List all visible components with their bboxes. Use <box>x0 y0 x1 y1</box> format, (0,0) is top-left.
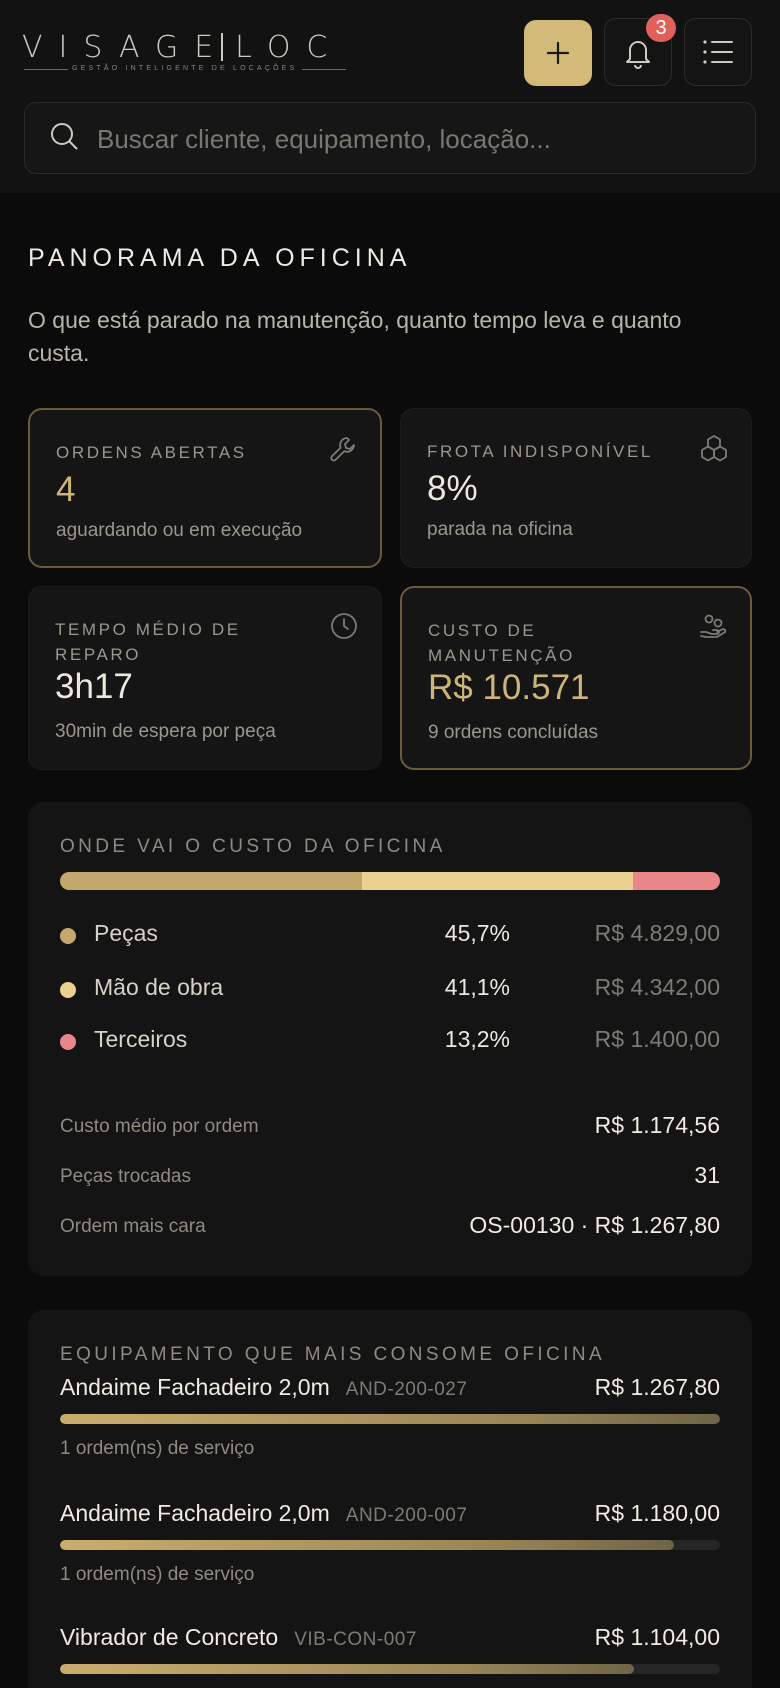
equipment-name: Andaime Fachadeiro 2,0m <box>60 1374 330 1400</box>
logo-tagline: GESTÃO INTELIGENTE DE LOCAÇÕES <box>24 65 345 72</box>
cost-segment-mao-de-obra <box>361 872 633 890</box>
kpi-fleet-unavailable[interactable]: FROTA INDISPONÍVEL 8% parada na oficina <box>400 408 752 568</box>
equipment-name: Vibrador de Concreto <box>60 1624 279 1650</box>
wrench-icon <box>330 437 355 462</box>
equipment-name-line: Andaime Fachadeiro 2,0m AND-200-027 <box>60 1374 467 1401</box>
search-box[interactable] <box>24 102 756 174</box>
equipment-code: AND-200-027 <box>345 1379 468 1400</box>
legend-value: R$ 4.342,00 <box>594 974 720 1000</box>
stat-most-expensive-order[interactable]: Ordem mais cara OS-00130 · R$ 1.267,80 <box>60 1212 720 1242</box>
list-menu-icon <box>703 40 733 64</box>
legend-dot <box>60 982 76 998</box>
stat-parts-replaced: Peças trocadas 31 <box>60 1162 720 1192</box>
equipment-cost: R$ 1.180,00 <box>594 1500 720 1526</box>
equipment-orders: 1 ordem(ns) de serviço <box>60 1564 255 1585</box>
equipment-code: AND-200-007 <box>345 1505 468 1526</box>
cost-stacked-bar <box>60 872 720 890</box>
legend-row-terceiros: Terceiros 13,2% R$ 1.400,00 <box>60 1026 720 1056</box>
equipment-cost: R$ 1.267,80 <box>594 1374 720 1400</box>
kpi-avg-repair-time[interactable]: TEMPO MÉDIO DE REPARO 3h17 30min de espe… <box>28 586 382 770</box>
section-title: ONDE VAI O CUSTO DA OFICINA <box>60 836 446 857</box>
kpi-foot: 9 ordens concluídas <box>428 722 599 743</box>
logo[interactable]: VISAGE LOC GESTÃO INTELIGENTE DE LOCAÇÕES <box>22 32 345 74</box>
stat-label: Peças trocadas <box>60 1166 191 1187</box>
page-title: PANORAMA DA OFICINA <box>28 244 412 272</box>
plus-icon <box>546 41 570 65</box>
section-title: EQUIPAMENTO QUE MAIS CONSOME OFICINA <box>60 1344 606 1365</box>
legend-row-mao-de-obra: Mão de obra 41,1% R$ 4.342,00 <box>60 974 720 1004</box>
menu-button[interactable] <box>684 18 752 86</box>
search-icon <box>51 123 78 150</box>
notification-badge: 3 <box>646 14 676 42</box>
legend-value: R$ 1.400,00 <box>594 1026 720 1052</box>
equipment-name-line: Vibrador de Concreto VIB-CON-007 <box>60 1624 417 1651</box>
logo-divider <box>221 33 224 61</box>
kpi-open-orders[interactable]: ORDENS ABERTAS 4 aguardando ou em execuç… <box>28 408 382 568</box>
legend-value: R$ 4.829,00 <box>594 920 720 946</box>
kpi-value: 4 <box>56 470 76 509</box>
legend-name: Mão de obra <box>94 974 224 1000</box>
equipment-orders: 1 ordem(ns) de serviço <box>60 1438 255 1459</box>
kpi-foot: 30min de espera por peça <box>55 721 276 742</box>
legend-name: Terceiros <box>94 1026 188 1052</box>
cost-breakdown-card: ONDE VAI O CUSTO DA OFICINA Peças 45,7% … <box>28 802 752 1276</box>
stat-label: Ordem mais cara <box>60 1216 206 1237</box>
cost-segment-terceiros <box>632 872 720 890</box>
kpi-label: TEMPO MÉDIO DE REPARO <box>55 620 241 664</box>
kpi-label: CUSTO DE MANUTENÇÃO <box>428 621 575 665</box>
hand-coins-icon <box>700 614 727 638</box>
bell-icon <box>626 41 650 69</box>
kpi-label: ORDENS ABERTAS <box>56 443 247 462</box>
kpi-label: FROTA INDISPONÍVEL <box>427 442 653 461</box>
equipment-bar-fill <box>60 1540 674 1550</box>
equipment-bar-track <box>60 1540 720 1550</box>
legend-percent: 41,1% <box>444 974 510 1000</box>
kpi-value: 8% <box>427 469 478 508</box>
equipment-item[interactable]: Andaime Fachadeiro 2,0m AND-200-027 R$ 1.… <box>60 1374 720 1484</box>
clock-icon <box>331 613 357 639</box>
kpi-maintenance-cost[interactable]: CUSTO DE MANUTENÇÃO R$ 10.571 9 ordens c… <box>400 586 752 770</box>
stat-value[interactable]: OS-00130 · R$ 1.267,80 <box>469 1212 720 1238</box>
legend-dot <box>60 928 76 944</box>
legend-percent: 13,2% <box>444 1026 510 1052</box>
legend-dot <box>60 1034 76 1050</box>
legend-percent: 45,7% <box>444 920 510 946</box>
logo-wordmark: VISAGE LOC <box>22 32 334 64</box>
kpi-foot: aguardando ou em execução <box>56 520 303 541</box>
equipment-card: EQUIPAMENTO QUE MAIS CONSOME OFICINA And… <box>28 1310 752 1688</box>
equipment-bar-fill <box>60 1664 635 1674</box>
legend-row-pecas: Peças 45,7% R$ 4.829,00 <box>60 920 720 950</box>
logo-right: LOC <box>235 30 344 65</box>
equipment-code: VIB-CON-007 <box>294 1629 417 1650</box>
logo-left: VISAGE <box>22 30 230 65</box>
equipment-bar-track <box>60 1664 720 1674</box>
add-button[interactable] <box>524 20 592 86</box>
stat-label: Custo médio por ordem <box>60 1116 259 1137</box>
equipment-item[interactable]: Andaime Fachadeiro 2,0m AND-200-007 R$ 1.… <box>60 1500 720 1610</box>
kpi-value: 3h17 <box>55 667 133 706</box>
equipment-name: Andaime Fachadeiro 2,0m <box>60 1500 330 1526</box>
equipment-cost: R$ 1.104,00 <box>594 1624 720 1650</box>
stat-value: 31 <box>694 1162 720 1188</box>
cost-segment-pecas <box>60 872 362 890</box>
stat-value: R$ 1.174,56 <box>594 1112 720 1138</box>
kpi-foot: parada na oficina <box>427 519 573 540</box>
equipment-bar-track <box>60 1414 720 1424</box>
top-bar: VISAGE LOC GESTÃO INTELIGENTE DE LOCAÇÕES… <box>0 0 780 193</box>
kpi-value: R$ 10.571 <box>428 668 590 707</box>
stat-avg-cost-per-order: Custo médio por ordem R$ 1.174,56 <box>60 1112 720 1142</box>
search-input[interactable] <box>97 117 737 161</box>
legend-name: Peças <box>94 920 158 946</box>
equipment-bar-fill <box>60 1414 720 1424</box>
boxes-icon <box>701 435 727 462</box>
equipment-name-line: Andaime Fachadeiro 2,0m AND-200-007 <box>60 1500 467 1527</box>
equipment-item[interactable]: Vibrador de Concreto VIB-CON-007 R$ 1.104… <box>60 1624 720 1688</box>
page-subtitle: O que está parado na manutenção, quanto … <box>28 307 682 366</box>
